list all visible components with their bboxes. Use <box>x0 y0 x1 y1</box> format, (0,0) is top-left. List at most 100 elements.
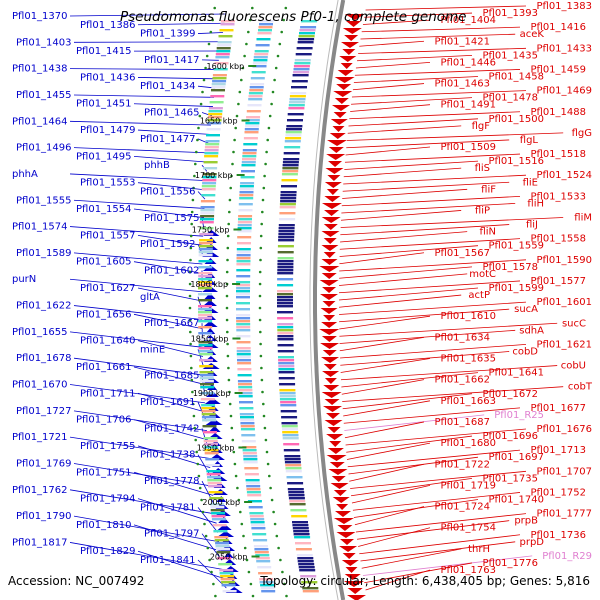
gc-dot <box>232 450 236 454</box>
cog-stripe <box>198 275 213 278</box>
left-gene-label: Pfl01_1556 <box>140 186 196 197</box>
left-gene-label: Pfl01_1769 <box>16 458 72 469</box>
right-connector <box>339 252 425 265</box>
right-connector <box>343 174 527 185</box>
right-gene-label: Pfl01_1776 <box>482 558 538 569</box>
left-gene-label: Pfl01_1778 <box>144 476 200 487</box>
left-gene-label: Pfl01_1755 <box>80 441 136 452</box>
cog-stripe <box>212 77 227 80</box>
cog-stripe <box>201 407 216 410</box>
forward-gene-glyph <box>339 539 354 545</box>
cog-stripe <box>198 332 213 335</box>
cog-stripe <box>281 416 298 419</box>
gc-dot <box>284 6 288 10</box>
forward-gene-glyph <box>326 413 341 419</box>
forward-gene-glyph <box>325 168 344 174</box>
cog-stripe <box>211 86 226 89</box>
cog-stripe <box>277 305 293 308</box>
right-gene-label: Pfl01_1724 <box>434 502 490 513</box>
left-gene-label: minE <box>140 344 165 355</box>
cog-stripe <box>250 77 265 80</box>
forward-gene-glyph <box>328 147 344 153</box>
right-gene-label: Pfl01_1610 <box>440 311 496 322</box>
cog-stripe <box>277 350 294 353</box>
cog-stripe <box>247 104 262 107</box>
cog-stripe <box>199 227 214 230</box>
right-connector <box>360 33 516 40</box>
left-connector <box>73 410 208 432</box>
tick-label: 1950 kbp <box>197 444 235 453</box>
cog-stripe <box>209 497 224 500</box>
gc-dot <box>231 162 234 166</box>
cog-stripe <box>208 491 223 494</box>
cog-stripe <box>279 389 296 392</box>
cog-stripe <box>220 20 235 23</box>
gc-dot <box>188 270 192 274</box>
right-connector <box>353 76 479 83</box>
cog-stripe <box>277 251 294 254</box>
tick-label: 1650 kbp <box>200 117 238 126</box>
cog-stripe <box>246 485 261 488</box>
left-gene-label: Pfl01_1464 <box>12 116 68 127</box>
cog-stripe <box>254 548 269 551</box>
right-connector <box>340 217 564 228</box>
left-gene-label: Pfl01_1451 <box>76 99 132 110</box>
forward-gene-glyph <box>344 574 361 580</box>
cog-stripe <box>207 479 222 482</box>
left-connector <box>73 252 203 265</box>
right-gene-label: Pfl01_1677 <box>530 403 586 414</box>
right-connector <box>343 400 431 417</box>
cog-stripe <box>297 557 314 560</box>
gc-dot <box>259 342 262 346</box>
cog-stripe <box>203 437 218 440</box>
right-gene-label: Pfl01_1672 <box>482 389 538 400</box>
left-connector <box>137 234 203 246</box>
forward-gene-glyph <box>320 343 340 349</box>
forward-gene-glyph <box>337 525 353 531</box>
cog-stripe <box>219 29 234 32</box>
cog-stripe <box>260 587 275 590</box>
tick-label: 2050 kbp <box>210 553 248 562</box>
cog-stripe <box>200 386 215 389</box>
gc-dot <box>270 498 274 502</box>
cog-stripe <box>239 407 254 410</box>
cog-stripe <box>293 68 310 71</box>
cog-stripe <box>293 65 310 68</box>
cog-stripe <box>201 413 216 416</box>
gc-dot <box>238 90 242 94</box>
gc-dot <box>243 546 247 550</box>
cog-stripe <box>198 338 213 341</box>
gc-content-ring <box>188 6 288 598</box>
cog-stripe <box>205 464 220 467</box>
right-gene-label: Pfl01_1707 <box>536 466 592 477</box>
cog-stripe <box>198 341 213 344</box>
gc-dot <box>270 102 273 106</box>
gc-dot <box>227 222 230 226</box>
cog-stripe <box>205 458 220 461</box>
cog-stripe <box>198 248 213 251</box>
cog-stripe <box>200 383 214 386</box>
right-gene-label: Pfl01_R25 <box>494 410 544 421</box>
cog-stripe <box>244 131 259 134</box>
cog-stripe <box>282 161 299 164</box>
right-gene-label: Pfl01_1696 <box>482 431 538 442</box>
right-gene-label: flgF <box>472 121 491 132</box>
forward-gene-glyph <box>336 504 349 510</box>
cog-stripe <box>216 551 231 554</box>
cog-stripe <box>219 569 234 572</box>
right-gene-label: Pfl01_1516 <box>488 156 544 167</box>
right-connector <box>362 19 431 25</box>
cog-stripe <box>221 581 236 584</box>
cog-stripe <box>238 395 253 398</box>
cog-stripe <box>248 95 263 98</box>
gc-dot <box>262 186 266 190</box>
gc-dot <box>282 18 286 22</box>
right-gene-label: Pfl01_1687 <box>434 417 490 428</box>
left-gene-label: Pfl01_1370 <box>12 11 68 22</box>
left-connector <box>73 199 205 209</box>
cog-stripe <box>201 194 216 197</box>
right-connector <box>348 118 479 127</box>
forward-gene-glyph <box>339 546 358 552</box>
cog-stripe <box>240 176 255 179</box>
cog-stripe <box>198 299 212 302</box>
